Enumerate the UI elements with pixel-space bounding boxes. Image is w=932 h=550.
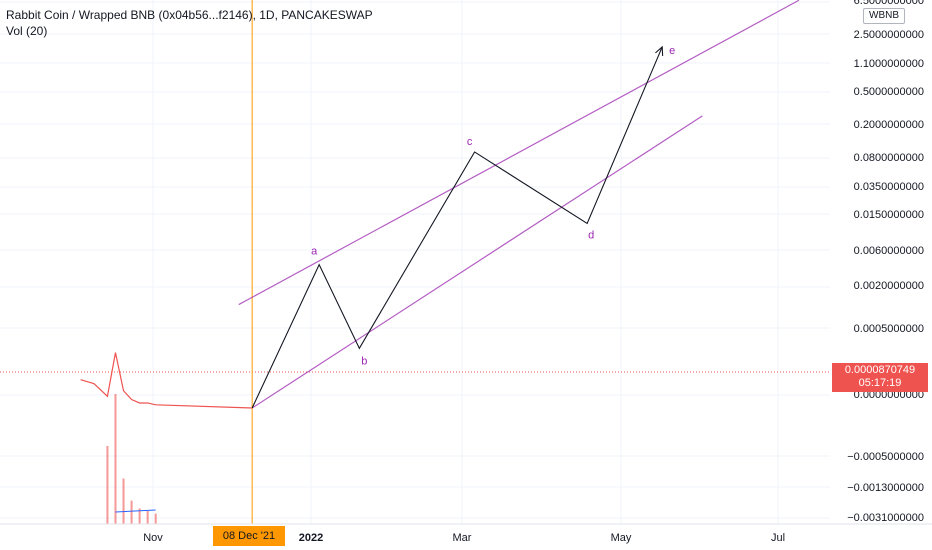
volume-bar (122, 478, 125, 524)
price-tick-label: −0.0013000000 (847, 482, 924, 494)
volume-bar (114, 394, 117, 524)
wave-polyline (251, 46, 663, 409)
price-tick-label: 1.1000000000 (854, 58, 924, 70)
grid-lines (0, 0, 830, 524)
current-price-value: 0.0000870749 (844, 364, 916, 376)
price-tick-label: 0.0060000000 (854, 245, 924, 257)
volume-bar (138, 508, 141, 524)
price-tick-label: 2.5000000000 (854, 29, 924, 41)
price-history (0, 0, 830, 524)
current-price-badge: 0.0000870749 05:17:19 (832, 363, 928, 392)
price-axis[interactable]: 6.5000000000 2.5000000000 1.1000000000 0.50… (830, 0, 932, 524)
crosshair-date-badge: 08 Dec '21 (213, 526, 285, 546)
volume-bar (146, 511, 149, 524)
volume-bar (154, 513, 157, 524)
wave-label-a: a (311, 246, 318, 258)
price-tick-label: −0.0031000000 (847, 512, 924, 524)
wave-path (251, 45, 664, 409)
price-tick-label: 0.0800000000 (854, 152, 924, 164)
volume-bar (130, 500, 133, 524)
wave-labels: a b c d e (311, 45, 675, 367)
price-tick-label: 6.5000000000 (854, 0, 924, 7)
time-tick-label: May (611, 532, 632, 544)
price-tick-label: −0.0005000000 (847, 451, 924, 463)
wave-label-b: b (361, 355, 367, 367)
volume-indicator-label[interactable]: Vol (20) (6, 24, 48, 38)
price-history-line (80, 352, 253, 409)
volume-bars (106, 394, 157, 524)
price-axis-background (830, 0, 932, 524)
channel-line (238, 0, 800, 306)
wave-arrowhead (655, 45, 664, 56)
price-tick-label: 0.2000000000 (854, 119, 924, 131)
channel-line (251, 115, 703, 409)
wave-label-c: c (467, 136, 473, 148)
time-axis[interactable]: Nov 2022 Mar May Jul (0, 523, 932, 544)
channel-lines (238, 0, 800, 409)
volume-ma-line (115, 509, 156, 513)
wave-label-e: e (669, 45, 675, 57)
price-tick-label: 0.0350000000 (854, 181, 924, 193)
time-tick-label: Mar (453, 532, 472, 544)
chart-title: Rabbit Coin / Wrapped BNB (0x04b56...f21… (6, 8, 373, 22)
price-tick-label: 0.0150000000 (854, 209, 924, 221)
bar-countdown: 05:17:19 (858, 377, 902, 389)
time-tick-label: Nov (143, 532, 163, 544)
time-tick-label: Jul (771, 532, 785, 544)
volume-bar (106, 446, 109, 524)
price-tick-label: 0.0005000000 (854, 323, 924, 335)
time-tick-label: 2022 (299, 532, 323, 544)
price-tick-label: 0.0000000000 (854, 389, 924, 401)
currency-badge[interactable]: WBNB (863, 8, 905, 24)
wave-label-d: d (588, 229, 594, 241)
price-tick-label: 0.0020000000 (854, 280, 924, 292)
price-tick-label: 0.5000000000 (854, 86, 924, 98)
